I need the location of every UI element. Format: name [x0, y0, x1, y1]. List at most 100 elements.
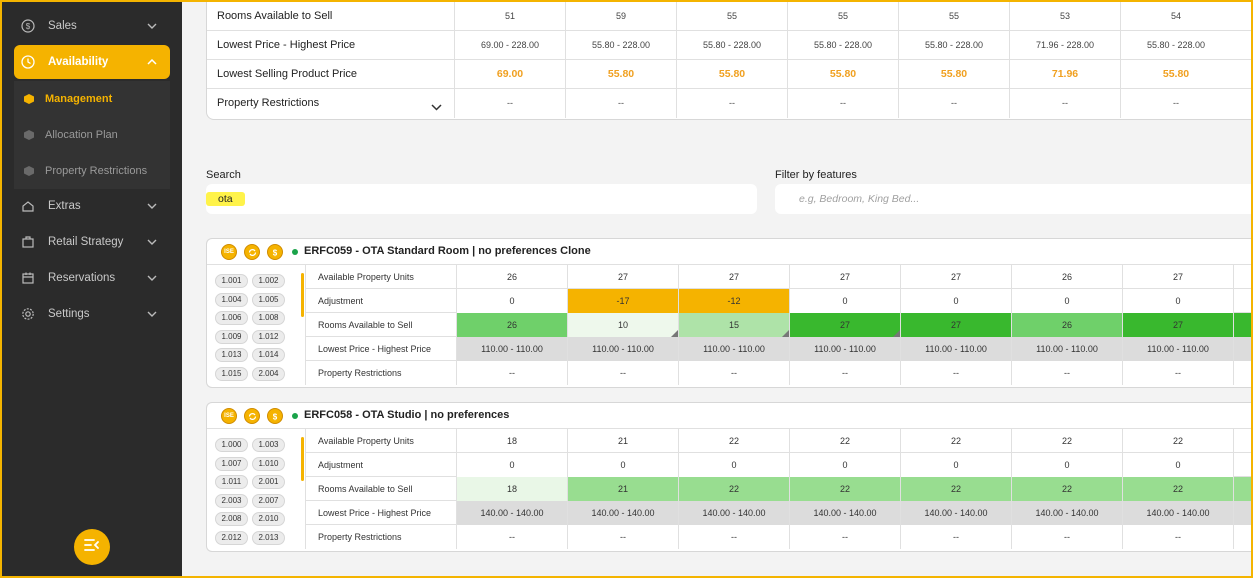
adjustment-cell[interactable]: 0: [678, 453, 789, 477]
availability-cell[interactable]: [1233, 477, 1253, 501]
chevron-down-icon: [144, 239, 160, 245]
adjustment-cell[interactable]: 0: [456, 289, 567, 313]
availability-cell[interactable]: 10: [567, 313, 678, 337]
adjustment-cell[interactable]: 0: [1011, 289, 1122, 313]
availability-cell[interactable]: 18: [456, 477, 567, 501]
table-cell: 140.00 - 140.00: [1122, 501, 1233, 525]
room-code-pill[interactable]: 2.008: [215, 512, 248, 526]
availability-cell[interactable]: 26: [1011, 313, 1122, 337]
svg-text:$: $: [273, 248, 278, 257]
sync-badge-icon[interactable]: [244, 408, 260, 424]
room-code-pill[interactable]: 1.014: [252, 348, 285, 362]
availability-cell[interactable]: 27: [789, 313, 900, 337]
room-code-pill[interactable]: 1.006: [215, 311, 248, 325]
price-cell: 71.96: [1009, 60, 1120, 89]
room-code-pill[interactable]: 1.015: [215, 366, 248, 381]
availability-cell[interactable]: 21: [567, 477, 678, 501]
availability-cell[interactable]: 22: [1122, 477, 1233, 501]
adjustment-cell[interactable]: 0: [789, 453, 900, 477]
table-cell: --: [787, 89, 898, 118]
table-cell: --: [1011, 525, 1122, 549]
room-code-pill[interactable]: 2.012: [215, 530, 248, 545]
room-code-pill[interactable]: 2.010: [252, 512, 285, 526]
sidebar-item-extras[interactable]: Extras: [14, 189, 170, 223]
adjustment-cell[interactable]: 0: [456, 453, 567, 477]
expand-restrictions-chevron-icon[interactable]: [431, 98, 442, 116]
table-row: Lowest Selling Product Price 69.00 55.80…: [207, 60, 1253, 89]
room-code-pill[interactable]: 2.003: [215, 493, 248, 508]
sidebar-item-settings[interactable]: Settings: [14, 297, 170, 331]
room-code-pill[interactable]: 1.010: [252, 456, 285, 471]
room-code-pill[interactable]: 1.007: [215, 456, 248, 471]
adjustment-cell[interactable]: 0: [1122, 289, 1233, 313]
sidebar-item-availability[interactable]: Availability: [14, 45, 170, 79]
table-cell: 55.80 - 228.00: [787, 31, 898, 60]
adjustment-cell[interactable]: 0: [900, 453, 1011, 477]
adjustment-cell[interactable]: [1233, 453, 1253, 477]
room-code-pill[interactable]: 1.013: [215, 348, 248, 362]
room-code-pill[interactable]: 2.004: [252, 366, 285, 381]
room-code-pill[interactable]: 1.001: [215, 274, 248, 288]
room-code-pill[interactable]: 1.012: [252, 329, 285, 344]
adjustment-cell[interactable]: 0: [789, 289, 900, 313]
scroll-indicator[interactable]: [301, 273, 304, 317]
currency-badge-icon[interactable]: $: [267, 244, 283, 260]
availability-cell[interactable]: 26: [456, 313, 567, 337]
adjustment-cell[interactable]: 0: [1122, 453, 1233, 477]
table-row: Lowest Price - Highest Price 140.00 - 140…: [305, 501, 1253, 525]
room-code-pill[interactable]: 1.005: [252, 292, 285, 307]
availability-cell[interactable]: 15: [678, 313, 789, 337]
room-code-pill[interactable]: 1.002: [252, 274, 285, 288]
search-input[interactable]: ota: [206, 184, 757, 214]
adjustment-cell[interactable]: -12: [678, 289, 789, 313]
adjustment-cell[interactable]: 0: [900, 289, 1011, 313]
price-cell: 55.80: [565, 60, 676, 89]
filter-features-input[interactable]: [775, 184, 1253, 214]
room-code-pill[interactable]: 1.008: [252, 311, 285, 325]
availability-cell[interactable]: 22: [1011, 477, 1122, 501]
room-code-pill[interactable]: 1.004: [215, 292, 248, 307]
adjustment-cell[interactable]: -17: [567, 289, 678, 313]
availability-cell[interactable]: 27: [1122, 313, 1233, 337]
table-cell: --: [1122, 361, 1233, 385]
room-code-pill[interactable]: 1.003: [252, 438, 285, 452]
availability-cell[interactable]: 22: [900, 477, 1011, 501]
availability-cell[interactable]: 22: [678, 477, 789, 501]
sidebar-item-sales[interactable]: $ Sales: [14, 9, 170, 43]
adjustment-cell[interactable]: 0: [567, 453, 678, 477]
currency-badge-icon[interactable]: $: [267, 408, 283, 424]
extras-icon: [20, 198, 36, 214]
sidebar: $ Sales Availability Management Allocati…: [0, 0, 182, 578]
room-code-pill[interactable]: 1.011: [215, 475, 248, 489]
adjustment-cell[interactable]: 0: [1011, 453, 1122, 477]
ise-badge-icon[interactable]: ISE: [221, 408, 237, 424]
ise-badge-icon[interactable]: ISE: [221, 244, 237, 260]
collapse-menu-button[interactable]: [74, 529, 110, 565]
room-code-pill[interactable]: 2.001: [252, 475, 285, 489]
table-cell: 55: [898, 2, 1009, 31]
availability-cell[interactable]: 27: [900, 313, 1011, 337]
room-code-pill[interactable]: 1.009: [215, 329, 248, 344]
table-cell: 110.00 - 110.00: [567, 337, 678, 361]
table-row: Adjustment 0 -17 -12 0 0 0 0: [305, 289, 1253, 313]
sidebar-subitem-management[interactable]: Management: [14, 81, 170, 117]
sidebar-item-label: Availability: [48, 56, 109, 68]
table-cell: --: [565, 89, 676, 118]
room-code-pill[interactable]: 2.007: [252, 493, 285, 508]
availability-cell[interactable]: 22: [789, 477, 900, 501]
table-cell: --: [789, 361, 900, 385]
availability-cell[interactable]: [1233, 313, 1253, 337]
chevron-down-icon: [144, 23, 160, 29]
sidebar-item-reservations[interactable]: Reservations: [14, 261, 170, 295]
adjustment-cell[interactable]: [1233, 289, 1253, 313]
sync-badge-icon[interactable]: [244, 244, 260, 260]
sidebar-subitem-allocation-plan[interactable]: Allocation Plan: [14, 117, 170, 153]
price-cell: 69.00: [454, 60, 565, 89]
scroll-indicator[interactable]: [301, 437, 304, 481]
corner-marker-icon: [782, 330, 789, 337]
room-code-pill[interactable]: 2.013: [252, 530, 285, 545]
room-code-pill[interactable]: 1.000: [215, 438, 248, 452]
sidebar-subitem-property-restrictions[interactable]: Property Restrictions: [14, 153, 170, 189]
table-cell: 51: [454, 2, 565, 31]
sidebar-item-retail-strategy[interactable]: Retail Strategy: [14, 225, 170, 259]
